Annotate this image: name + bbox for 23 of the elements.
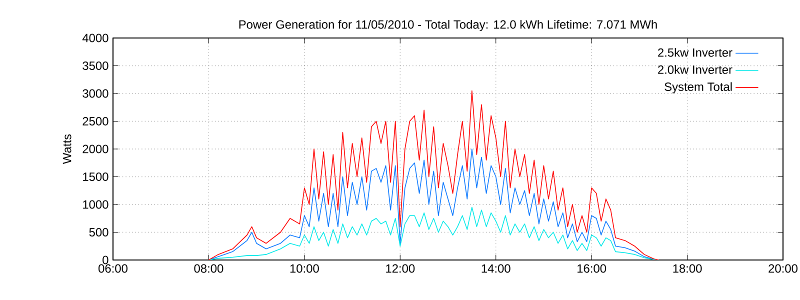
legend-label: System Total xyxy=(664,82,732,94)
x-tick-label: 08:00 xyxy=(194,264,224,273)
y-tick-label: 4000 xyxy=(82,34,108,42)
y-tick-label: 3500 xyxy=(82,62,108,70)
x-tick-label: 20:00 xyxy=(768,264,798,273)
y-tick-label: 500 xyxy=(89,228,108,236)
y-tick-label: 2500 xyxy=(82,117,108,126)
line-series xyxy=(208,90,659,260)
legend-label: 2.5kw Inverter xyxy=(658,48,732,57)
x-tick-label: 18:00 xyxy=(673,264,702,273)
y-tick-label: 1500 xyxy=(83,172,108,181)
x-tick-label: 06:00 xyxy=(98,264,128,273)
y-tick-label: 0 xyxy=(102,256,108,264)
x-tick-label: 12:00 xyxy=(386,264,415,273)
legend-label: 2.0kw Inverter xyxy=(658,65,732,74)
y-tick-label: 3000 xyxy=(82,89,108,98)
x-tick-label: 14:00 xyxy=(482,264,510,273)
chart-title: Power Generation for 11/05/2010 - Total Today: 12.0 kWh Lifetime: 7.071 MWh xyxy=(239,20,657,32)
y-tick-label: 1000 xyxy=(83,200,108,209)
x-tick-label: 10:00 xyxy=(290,264,319,273)
y-axis-title: Watts xyxy=(62,134,72,164)
y-tick-label: 2000 xyxy=(82,144,108,154)
x-tick-label: 16:00 xyxy=(578,264,606,273)
